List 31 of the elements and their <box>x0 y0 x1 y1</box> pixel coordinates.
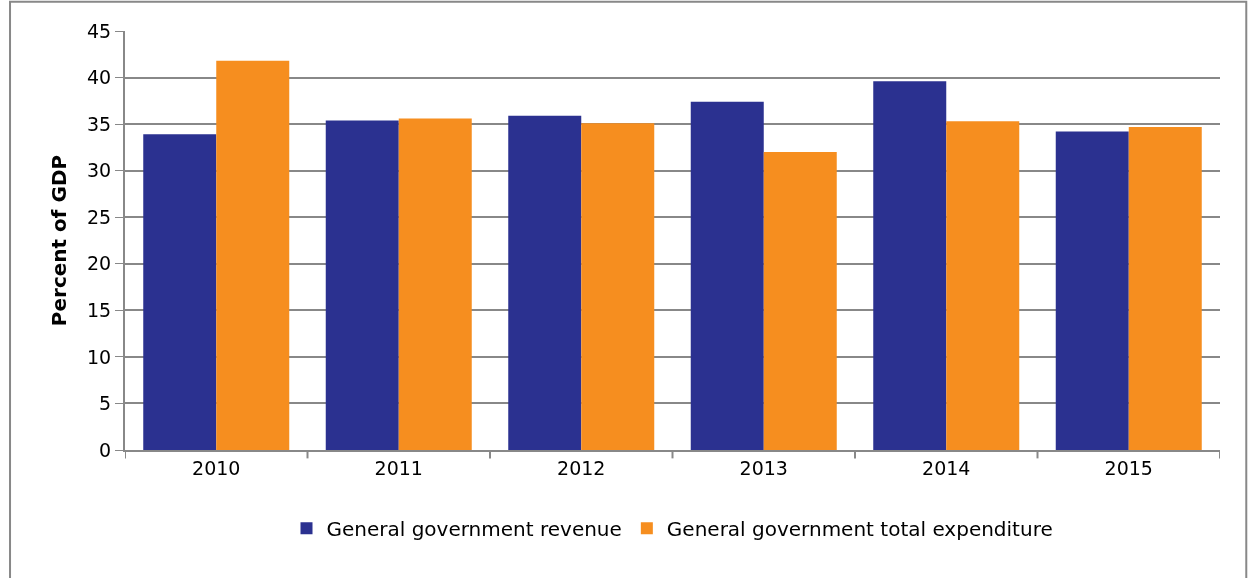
x-tick-label: 2010 <box>192 456 241 479</box>
x-tick-label: 2014 <box>922 456 971 479</box>
y-tick-label: 5 <box>99 392 112 415</box>
bar <box>398 118 472 450</box>
legend-label: General government revenue <box>326 516 622 541</box>
bar <box>143 134 217 450</box>
y-tick-label: 35 <box>87 112 112 135</box>
y-tick-label: 30 <box>87 159 112 182</box>
y-tick-label: 10 <box>87 345 112 368</box>
bar <box>508 115 582 450</box>
bar <box>946 121 1020 450</box>
x-tick-label: 2015 <box>1104 456 1153 479</box>
bar <box>763 152 837 450</box>
y-tick-label: 25 <box>87 205 112 228</box>
y-tick-label: 45 <box>87 19 112 42</box>
y-tick-label: 15 <box>87 298 112 321</box>
bar <box>216 60 290 450</box>
x-tick-label: 2011 <box>374 456 423 479</box>
bar <box>581 123 655 450</box>
y-tick-label: 40 <box>87 66 112 89</box>
y-axis-title: Percent of GDP <box>47 154 72 327</box>
y-tick-label: 0 <box>99 438 112 461</box>
bar <box>325 120 399 450</box>
bar <box>873 81 947 450</box>
x-tick-label: 2013 <box>739 456 788 479</box>
y-tick-label: 20 <box>87 252 112 275</box>
x-tick-label: 2012 <box>557 456 606 479</box>
bar <box>1128 126 1202 450</box>
bar <box>690 101 764 450</box>
legend-label: General government total expenditure <box>666 516 1053 541</box>
bar <box>1055 131 1129 450</box>
